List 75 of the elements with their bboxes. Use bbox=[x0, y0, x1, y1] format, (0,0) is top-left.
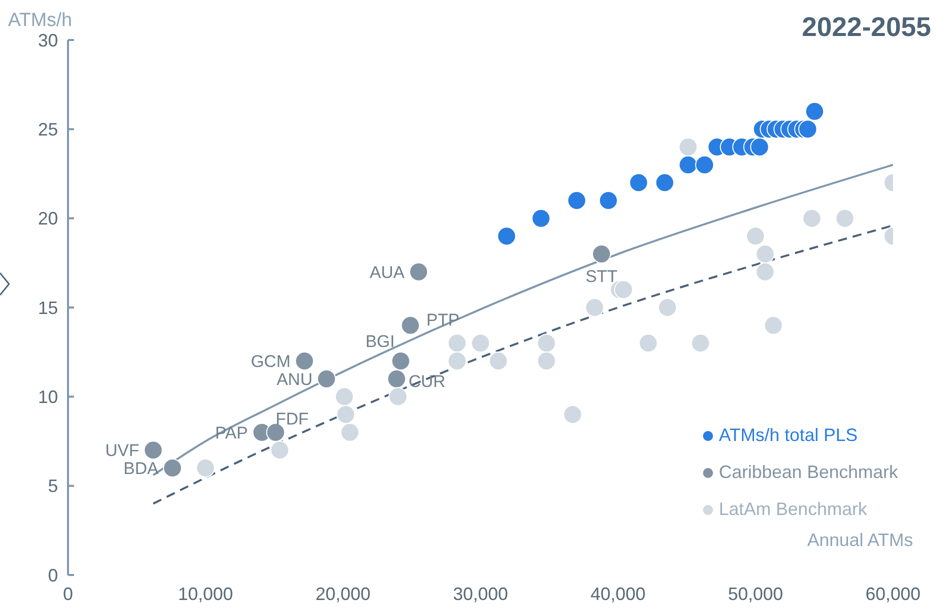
point bbox=[334, 387, 354, 406]
x-tick-label: 40,000 bbox=[590, 584, 646, 604]
point bbox=[387, 369, 406, 388]
y-axis-title: ATMs/h bbox=[8, 10, 72, 32]
point bbox=[340, 422, 360, 442]
legend-label: ATMs/h total PLS bbox=[718, 424, 858, 447]
annotation: PAP bbox=[215, 423, 248, 442]
annotation: STT bbox=[585, 266, 618, 286]
point bbox=[585, 298, 604, 317]
point bbox=[678, 155, 698, 174]
legend-label: Caribbean Benchmark bbox=[718, 461, 898, 484]
point bbox=[764, 316, 783, 335]
annotation: UVF bbox=[105, 441, 140, 460]
y-tick-label: 25 bbox=[38, 119, 58, 140]
point bbox=[695, 155, 714, 174]
annotation: BDA bbox=[124, 458, 160, 478]
point bbox=[638, 334, 658, 353]
point bbox=[567, 191, 586, 210]
x-tick-label: 30,000 bbox=[452, 584, 508, 604]
point bbox=[295, 352, 314, 370]
y-tick-label: 30 bbox=[38, 30, 58, 50]
annotation: PTP bbox=[426, 310, 460, 330]
point bbox=[802, 208, 822, 228]
annotation: GCM bbox=[250, 352, 290, 371]
point bbox=[746, 226, 765, 246]
x-tick-label: 0 bbox=[62, 584, 74, 604]
y-tick-label: 5 bbox=[48, 476, 58, 496]
y-tick-label: 10 bbox=[38, 386, 58, 407]
x-tick-label: 10,000 bbox=[178, 584, 234, 604]
point bbox=[317, 369, 336, 388]
point bbox=[805, 102, 824, 121]
point bbox=[163, 458, 182, 478]
point bbox=[400, 316, 420, 335]
point bbox=[537, 334, 556, 353]
x-axis-title: Annual ATMs bbox=[807, 530, 913, 551]
point bbox=[266, 422, 286, 442]
x-tick-label: 50,000 bbox=[728, 584, 784, 604]
point bbox=[678, 138, 698, 156]
annotation: BGI bbox=[365, 332, 395, 351]
chart-title: 2022-2055 bbox=[802, 12, 931, 43]
point bbox=[658, 298, 677, 317]
point bbox=[598, 191, 618, 210]
y-tick-label: 20 bbox=[38, 208, 58, 229]
point bbox=[488, 352, 508, 370]
point bbox=[563, 405, 582, 424]
point bbox=[750, 138, 770, 156]
point bbox=[532, 208, 550, 228]
point bbox=[798, 120, 818, 139]
legend-label: LatAm Benchmark bbox=[718, 498, 867, 521]
x-tick-label: 20,000 bbox=[315, 584, 371, 604]
point bbox=[756, 244, 775, 264]
point bbox=[835, 208, 854, 228]
point bbox=[196, 458, 215, 478]
point bbox=[537, 352, 556, 370]
point bbox=[448, 334, 467, 353]
point bbox=[388, 387, 408, 406]
y-tick-label: 0 bbox=[48, 565, 58, 586]
point bbox=[409, 262, 428, 282]
point bbox=[336, 405, 356, 424]
point bbox=[471, 334, 490, 353]
point bbox=[144, 440, 163, 460]
annotation: ANU bbox=[276, 370, 312, 389]
point bbox=[655, 173, 674, 192]
point bbox=[629, 173, 648, 192]
point bbox=[391, 352, 410, 370]
point bbox=[691, 334, 710, 353]
annotation: FDF bbox=[276, 409, 309, 428]
point bbox=[270, 440, 290, 460]
point bbox=[756, 262, 775, 282]
y-tick-label: 15 bbox=[38, 298, 58, 318]
annotation: AUA bbox=[370, 262, 406, 282]
point bbox=[592, 244, 611, 264]
point bbox=[448, 352, 467, 370]
point bbox=[497, 226, 516, 246]
x-tick-label: 60,000 bbox=[865, 584, 921, 604]
